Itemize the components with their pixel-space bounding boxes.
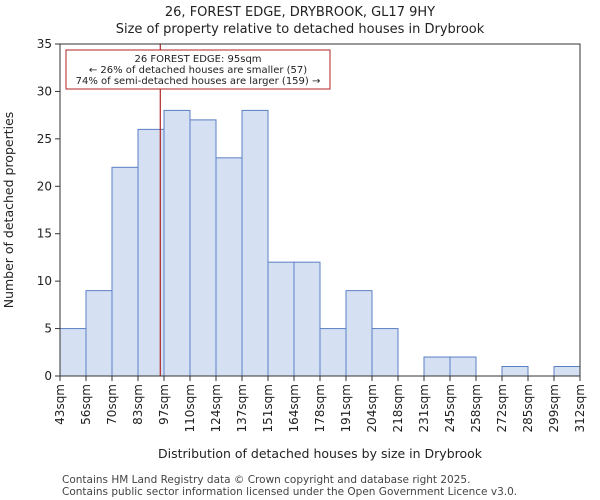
- histogram-bar: [163, 109, 191, 377]
- plot-frame: [59, 43, 581, 377]
- histogram-bar: [267, 261, 295, 377]
- x-tick-label: 312sqm: [573, 384, 587, 432]
- y-tick-label: 0: [44, 369, 52, 383]
- histogram-bar: [345, 290, 373, 377]
- chart-title: 26, FOREST EDGE, DRYBROOK, GL17 9HY: [164, 5, 436, 20]
- x-axis-label: Distribution of detached houses by size …: [158, 446, 483, 461]
- histogram-bar: [59, 328, 87, 377]
- x-tick-label: 272sqm: [495, 384, 509, 432]
- histogram-bar: [111, 166, 139, 377]
- x-tick-label: 204sqm: [365, 384, 379, 432]
- histogram-bar: [189, 119, 217, 377]
- x-tick-label: 231sqm: [417, 384, 431, 432]
- x-tick-label: 43sqm: [53, 384, 67, 425]
- histogram-bar: [319, 328, 347, 377]
- histogram-bar: [241, 109, 269, 377]
- annotation-line-3: 74% of semi-detached houses are larger (…: [76, 76, 321, 87]
- x-tick-label: 245sqm: [443, 384, 457, 432]
- annotation-line-2: ← 26% of detached houses are smaller (57…: [89, 65, 307, 76]
- histogram-bar: [423, 356, 451, 377]
- x-tick-label: 285sqm: [521, 384, 535, 432]
- histogram-bar: [553, 366, 581, 377]
- histogram-bar: [449, 356, 477, 377]
- histogram-bar: [371, 328, 399, 377]
- y-tick-label: 20: [37, 179, 52, 193]
- chart-subtitle: Size of property relative to detached ho…: [115, 22, 485, 37]
- x-tick-label: 164sqm: [287, 384, 301, 432]
- y-tick-label: 15: [37, 227, 52, 241]
- histogram-bar: [215, 157, 243, 377]
- x-tick-label: 124sqm: [209, 384, 223, 432]
- x-tick-label: 191sqm: [339, 384, 353, 432]
- histogram-bar: [137, 128, 165, 377]
- histogram-bar: [293, 261, 321, 377]
- x-tick-label: 83sqm: [131, 384, 145, 425]
- annotation-line-1: 26 FOREST EDGE: 95sqm: [134, 54, 261, 65]
- y-axis-label: Number of detached properties: [1, 112, 16, 309]
- histogram-bar: [85, 290, 113, 377]
- x-tick-label: 70sqm: [105, 384, 119, 425]
- y-tick-label: 25: [37, 132, 52, 146]
- histogram-bar: [501, 366, 529, 377]
- x-tick-label: 110sqm: [183, 384, 197, 432]
- y-tick-label: 30: [37, 84, 52, 98]
- y-tick-label: 10: [37, 274, 52, 288]
- footer-line-2: Contains public sector information licen…: [62, 486, 518, 498]
- x-tick-label: 97sqm: [157, 384, 171, 425]
- y-tick-label: 5: [44, 322, 52, 336]
- x-tick-label: 258sqm: [469, 384, 483, 432]
- x-tick-label: 151sqm: [261, 384, 275, 432]
- x-tick-label: 178sqm: [313, 384, 327, 432]
- x-tick-label: 299sqm: [547, 384, 561, 432]
- x-tick-label: 56sqm: [79, 384, 93, 425]
- x-tick-label: 218sqm: [391, 384, 405, 432]
- y-tick-label: 35: [37, 37, 52, 51]
- x-tick-label: 137sqm: [235, 384, 249, 432]
- footer-line-1: Contains HM Land Registry data © Crown c…: [62, 474, 471, 486]
- annotation-box: [65, 49, 331, 90]
